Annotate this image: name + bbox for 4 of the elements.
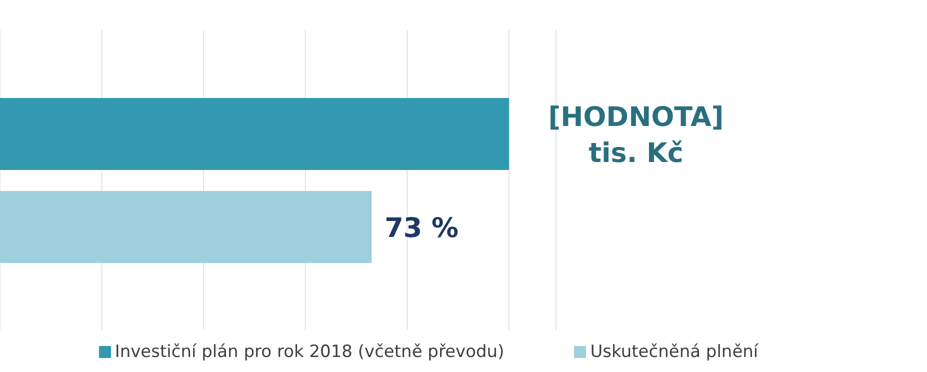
legend-label: Uskutečněná plnění xyxy=(590,342,758,362)
data-label: [HODNOTA] tis. Kč xyxy=(548,102,724,169)
legend-label: Investiční plán pro rok 2018 (včetně převodu) xyxy=(114,342,504,362)
data-label: 73 % xyxy=(384,213,459,244)
